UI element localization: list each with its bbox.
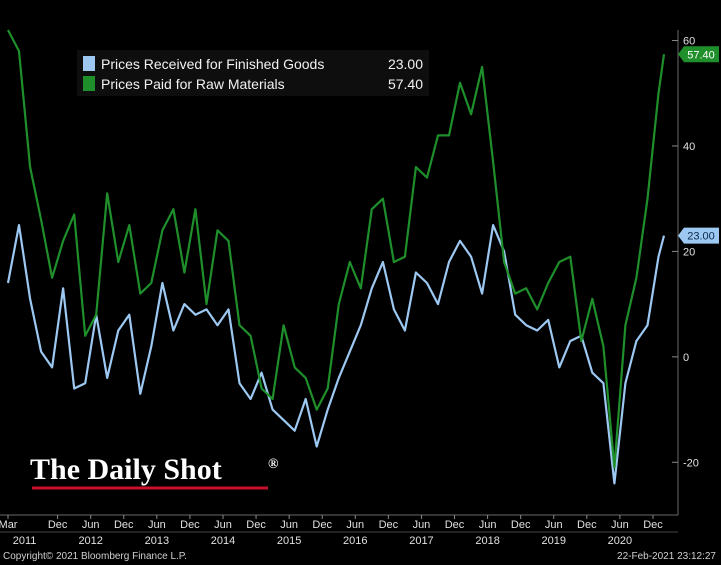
year-label: 2016	[343, 535, 367, 547]
last-value-badge-bg	[678, 227, 719, 244]
x-tick-label: Dec	[511, 519, 531, 531]
x-tick-label: Jun	[82, 519, 100, 531]
y-tick-label: 20	[683, 246, 695, 258]
y-tick-label: 0	[683, 352, 689, 364]
x-tick-label: Dec	[379, 519, 399, 531]
x-tick-label: Dec	[114, 519, 134, 531]
last-value-badge: 57.40	[678, 46, 719, 63]
x-tick-label: Mar	[0, 519, 18, 531]
last-value-badge: 23.00	[678, 227, 719, 244]
x-tick-label: Dec	[312, 519, 332, 531]
legend-value-raw-materials: 57.40	[388, 76, 423, 92]
legend-swatch-raw-materials	[83, 76, 95, 91]
timestamp-footer: 22-Feb-2021 23:12:27	[617, 551, 716, 562]
x-tick-label: Jun	[413, 519, 431, 531]
y-tick-label: 60	[683, 36, 695, 48]
x-tick-label: Jun	[346, 519, 364, 531]
brand-name: The Daily Shot	[30, 453, 222, 486]
year-label: 2013	[145, 535, 169, 547]
x-tick-label: Dec	[246, 519, 266, 531]
y-tick-label: 40	[683, 141, 695, 153]
x-axis-ticks: Mar Dec Jun Dec Jun Dec Jun Dec Jun Dec Jun Dec Jun D…	[0, 515, 663, 547]
x-tick-label: Jun	[611, 519, 629, 531]
series-line-raw-materials	[7, 29, 666, 469]
y-axis-ticks: 60 40 20 0 -20	[672, 36, 699, 469]
x-tick-label: Jun	[280, 519, 298, 531]
x-tick-label: Jun	[214, 519, 232, 531]
legend-swatch-finished-goods	[83, 56, 95, 71]
year-label: 2015	[277, 535, 301, 547]
y-tick-label: -20	[683, 457, 699, 469]
x-tick-label: Dec	[577, 519, 597, 531]
copyright-footer: Copyright© 2021 Bloomberg Finance L.P.	[3, 551, 187, 562]
x-tick-label: Jun	[545, 519, 563, 531]
x-tick-label: Dec	[180, 519, 200, 531]
x-tick-label: Dec	[643, 519, 663, 531]
year-label: 2011	[13, 535, 37, 547]
x-tick-label: Dec	[445, 519, 465, 531]
legend-label-raw-materials: Prices Paid for Raw Materials	[101, 76, 285, 92]
legend: Prices Received for Finished Goods 23.00…	[77, 50, 429, 96]
brand-mark: ®	[268, 457, 279, 472]
last-value-badges: 23.00 57.40	[678, 46, 719, 244]
x-tick-label: Jun	[148, 519, 166, 531]
year-label: 2014	[211, 535, 235, 547]
last-value-badge-bg	[678, 46, 719, 63]
x-tick-label: Jun	[479, 519, 497, 531]
x-tick-label: Dec	[48, 519, 68, 531]
legend-label-finished-goods: Prices Received for Finished Goods	[101, 56, 324, 72]
legend-value-finished-goods: 23.00	[388, 56, 423, 72]
series-line-finished-goods	[6, 224, 666, 485]
year-label: 2020	[608, 535, 632, 547]
brand-logo: The Daily Shot ®	[30, 453, 279, 490]
legend-background	[77, 50, 429, 96]
year-label: 2018	[475, 535, 499, 547]
year-label: 2019	[542, 535, 566, 547]
last-value-badge-label: 57.40	[687, 49, 715, 61]
year-label: 2012	[78, 535, 102, 547]
last-value-badge-label: 23.00	[687, 231, 715, 243]
series-layer	[6, 29, 666, 485]
year-label: 2017	[409, 535, 433, 547]
